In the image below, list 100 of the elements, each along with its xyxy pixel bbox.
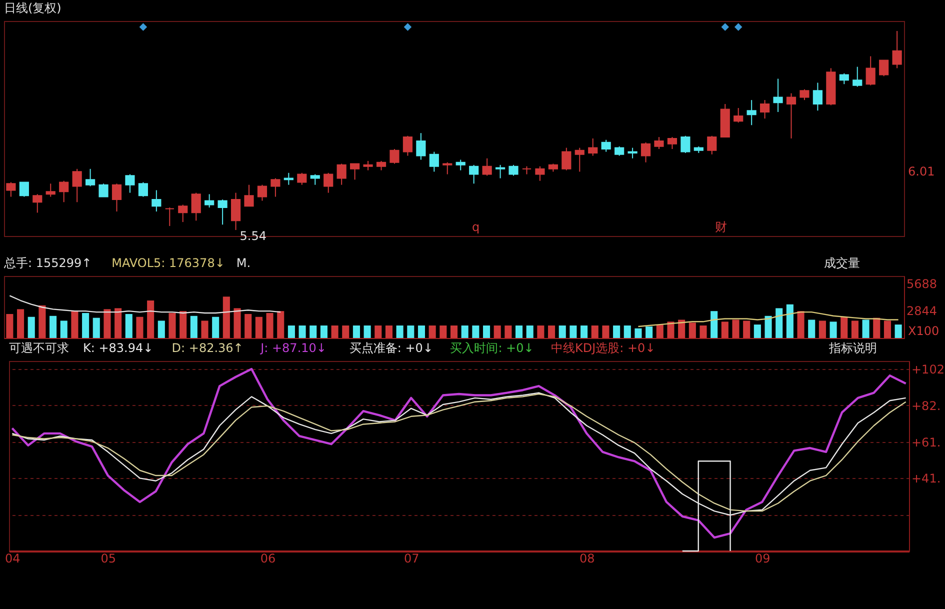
bar (646, 326, 653, 338)
bar (667, 322, 674, 338)
candlestick (800, 88, 810, 101)
bar (82, 313, 90, 338)
candlestick (812, 82, 822, 112)
candlestick (72, 168, 82, 203)
bar (624, 326, 631, 338)
bar (158, 320, 165, 338)
candlestick (535, 166, 545, 182)
candlestick (164, 207, 174, 227)
candlestick (442, 162, 452, 175)
bar (786, 304, 794, 338)
bar (450, 326, 458, 338)
bar (656, 324, 664, 338)
candlestick (680, 135, 690, 154)
bar (840, 316, 848, 338)
candlestick (852, 66, 862, 88)
chart-title: 可遇不可求 (9, 341, 69, 355)
bar (504, 326, 512, 338)
bar (461, 326, 468, 338)
candlestick (892, 30, 902, 69)
bar (894, 324, 902, 338)
text: M. (236, 256, 251, 270)
bar (396, 326, 404, 338)
candlestick (562, 147, 572, 171)
x-tick-label: 08 (580, 552, 595, 566)
bar (873, 318, 880, 338)
bar (884, 320, 891, 338)
candlestick (270, 178, 280, 198)
candlestick (614, 146, 624, 156)
candlestick (495, 164, 506, 179)
bar (277, 311, 284, 338)
candlestick (734, 108, 744, 124)
bar (548, 326, 556, 338)
bar (352, 326, 360, 338)
candlestick (667, 136, 678, 150)
candlestick (336, 163, 346, 186)
bar (537, 326, 544, 338)
candlestick (350, 163, 360, 180)
bar (580, 326, 588, 338)
bar (288, 326, 295, 338)
candlestick (469, 164, 479, 184)
candlestick (746, 100, 756, 126)
bar (114, 308, 122, 338)
bar (591, 326, 598, 338)
x-tick-label: 07 (404, 552, 420, 566)
bar (743, 320, 750, 338)
candlestick (866, 56, 876, 86)
annotation: 财 (715, 220, 727, 234)
bar (244, 314, 252, 338)
candlestick (640, 142, 651, 163)
candlestick (508, 164, 518, 176)
bar (570, 326, 577, 338)
bar (754, 324, 761, 338)
text: MAVOL5: 176378↓ (112, 256, 225, 270)
bar (407, 326, 414, 338)
bar (234, 308, 241, 338)
bar (147, 300, 154, 338)
bar (17, 309, 24, 338)
bar (92, 318, 100, 338)
bar (428, 326, 436, 338)
candlestick (588, 138, 598, 156)
bar (6, 314, 14, 338)
text: 中线KDJ选股: +0↓ (551, 341, 656, 355)
candlestick (402, 135, 413, 156)
bar (50, 316, 57, 338)
candlestick (125, 174, 135, 194)
y-tick-label: 5688 (906, 276, 938, 291)
candlestick (574, 147, 584, 172)
line-series (9, 295, 282, 314)
bar (212, 316, 220, 338)
bar (125, 314, 132, 338)
candlestick (310, 174, 320, 186)
candlestick (19, 182, 29, 198)
candlestick (760, 100, 770, 120)
candlestick (456, 159, 466, 171)
bar (364, 326, 371, 338)
candlestick (297, 172, 307, 186)
annotation: q (472, 220, 480, 234)
candlestick (628, 147, 638, 159)
annotation: 5.54 (240, 229, 266, 243)
bar (168, 313, 176, 338)
bar (797, 311, 804, 338)
bar (808, 320, 816, 338)
bar (862, 320, 870, 338)
bar (331, 326, 338, 338)
candlestick (482, 158, 492, 176)
text: D: +82.36↑ (172, 341, 244, 355)
bar (482, 326, 490, 338)
text: K: +83.94↓ (83, 341, 154, 355)
bar (700, 326, 707, 338)
bar (298, 326, 306, 338)
bar (602, 326, 610, 338)
candlestick (786, 92, 796, 139)
bar (494, 326, 501, 338)
bar (830, 322, 837, 338)
candlestick (363, 160, 373, 171)
chart-title: 日线(复权) (4, 1, 62, 15)
bar (678, 320, 686, 338)
x-tick-label: 04 (5, 552, 20, 566)
